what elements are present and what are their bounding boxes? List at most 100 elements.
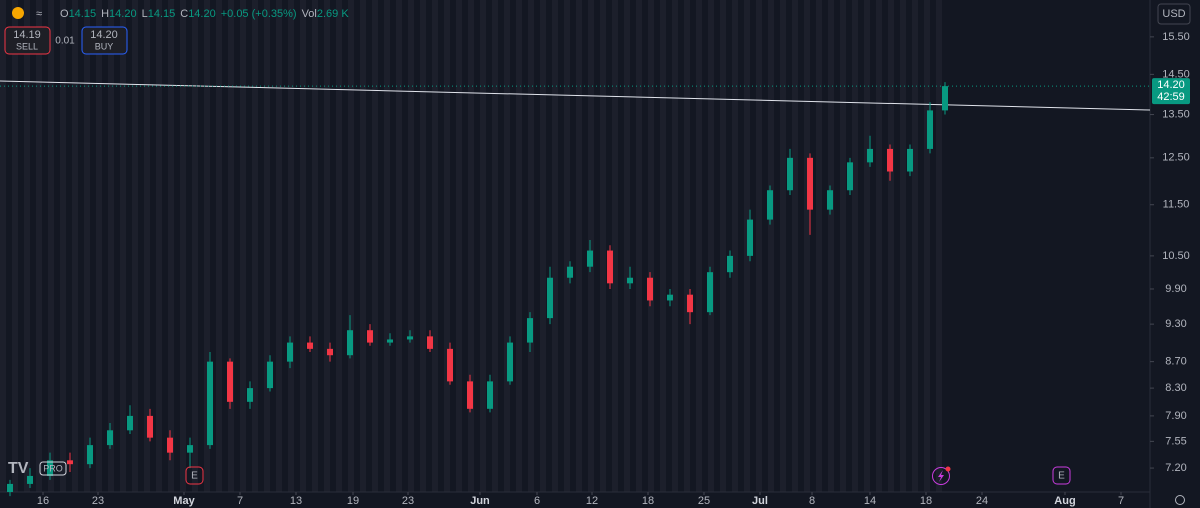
x-tick-label: 7 (1118, 495, 1124, 507)
buy-price[interactable]: 14.20 (90, 29, 118, 41)
candle-body (147, 415, 153, 438)
bolt-icon[interactable] (938, 470, 944, 482)
last-price-box (1152, 78, 1190, 105)
logo: TV PRO (8, 460, 67, 477)
y-tick-label: 14.50 (1162, 68, 1190, 80)
trend-line[interactable] (0, 80, 1151, 111)
marker-dot[interactable] (945, 466, 951, 472)
legend: ≈ O14.15 H14.20 L14.15 C14.20 +0.05 (+0.35%)… (12, 7, 349, 20)
ohlc-legend: O14.15 H14.20 L14.15 C14.20 +0.05 (+0.35%) Vo… (60, 8, 349, 20)
candle-body (687, 294, 693, 313)
x-tick-label: Jun (470, 495, 490, 507)
candle-body (67, 460, 73, 465)
y-tick-label: 7.90 (1165, 410, 1186, 422)
y-tick-label: 9.30 (1165, 318, 1186, 330)
x-tick-label: Jul (752, 495, 768, 507)
y-tick-label: 10.50 (1162, 250, 1190, 262)
candle-body (227, 361, 233, 402)
x-tick-label: 13 (290, 495, 302, 507)
currency-button[interactable]: USD (1157, 3, 1191, 25)
x-tick-label: 24 (976, 495, 988, 507)
y-tick-label: 9.90 (1165, 283, 1186, 295)
candle-body (942, 86, 948, 111)
badge: PRO (43, 463, 63, 473)
marker-box[interactable] (185, 466, 204, 485)
currency-box[interactable] (1157, 3, 1191, 25)
candle-body (667, 294, 673, 301)
y-tick-label: 7.20 (1165, 462, 1186, 474)
y-tick-label: 15.50 (1162, 31, 1190, 43)
candle-body (467, 381, 473, 409)
x-tick-label: 23 (402, 495, 414, 507)
candle-body (287, 342, 293, 362)
y-tick-label: 13.50 (1162, 108, 1190, 120)
earnings-marker[interactable]: E (1052, 466, 1071, 485)
last-price-label: 14.20 (1157, 79, 1185, 91)
earnings-marker[interactable]: E (185, 466, 204, 485)
candle-body (207, 361, 213, 446)
x-tick-label: 8 (809, 495, 815, 507)
candle-body (907, 148, 913, 172)
x-tick-label: 12 (586, 495, 598, 507)
currency[interactable]: USD (1162, 8, 1185, 20)
x-tick-label: 14 (864, 495, 876, 507)
countdown: 42:59 (1157, 91, 1185, 103)
candle-body (567, 266, 573, 278)
buy-box[interactable] (81, 26, 128, 55)
x-tick-label: May (173, 495, 195, 507)
news-marker[interactable] (932, 466, 951, 485)
y-tick-label: 12.50 (1162, 152, 1190, 164)
candle-body (447, 348, 453, 382)
y-tick-label: 8.30 (1165, 382, 1186, 394)
gear[interactable] (1175, 495, 1185, 505)
candle-body (707, 272, 713, 313)
candle-body (327, 348, 333, 356)
candle-body (107, 430, 113, 446)
candle-body (87, 445, 93, 465)
marker-circle[interactable] (932, 467, 950, 485)
candle-body (787, 157, 793, 191)
candle-body (827, 190, 833, 210)
candle-body (27, 475, 33, 484)
candle-body (807, 157, 813, 210)
badge-box (39, 461, 67, 476)
candle-body (647, 277, 653, 301)
candle-body (847, 162, 853, 191)
candle-body (527, 318, 533, 343)
candle-body (587, 250, 593, 267)
sell-box[interactable] (4, 26, 51, 55)
symbol-icon-text: ≈ (36, 8, 42, 20)
marker-label[interactable]: E (191, 471, 198, 482)
candle-body (387, 339, 393, 343)
marker-label[interactable]: E (1058, 471, 1065, 482)
candle-body (547, 277, 553, 319)
y-tick-label: 8.70 (1165, 356, 1186, 368)
logo-mark: TV (8, 460, 29, 477)
symbol-icon (12, 7, 24, 19)
candle-body (607, 250, 613, 284)
candle-body (247, 388, 253, 402)
sell-label[interactable]: SELL (16, 41, 38, 51)
candle-body (347, 330, 353, 356)
candle-body (427, 336, 433, 349)
candle-body (727, 255, 733, 273)
x-tick-label: Aug (1054, 495, 1075, 507)
buy-button[interactable]: 14.20 BUY (81, 26, 128, 55)
sell-button[interactable]: 14.19 SELL (4, 26, 51, 55)
x-tick-label: 25 (698, 495, 710, 507)
candle-body (367, 330, 373, 343)
candle-body (507, 342, 513, 382)
spread: 0.01 (55, 36, 75, 47)
candle-body (887, 148, 893, 172)
marker-box[interactable] (1052, 466, 1071, 485)
buy-label[interactable]: BUY (95, 41, 114, 51)
candle-body (487, 381, 493, 409)
sell-price[interactable]: 14.19 (13, 29, 41, 41)
settings-icon[interactable] (1175, 495, 1185, 505)
candle-body (127, 415, 133, 431)
y-tick-label: 11.50 (1163, 199, 1190, 211)
candle-body (7, 483, 13, 492)
candle-body (407, 336, 413, 340)
